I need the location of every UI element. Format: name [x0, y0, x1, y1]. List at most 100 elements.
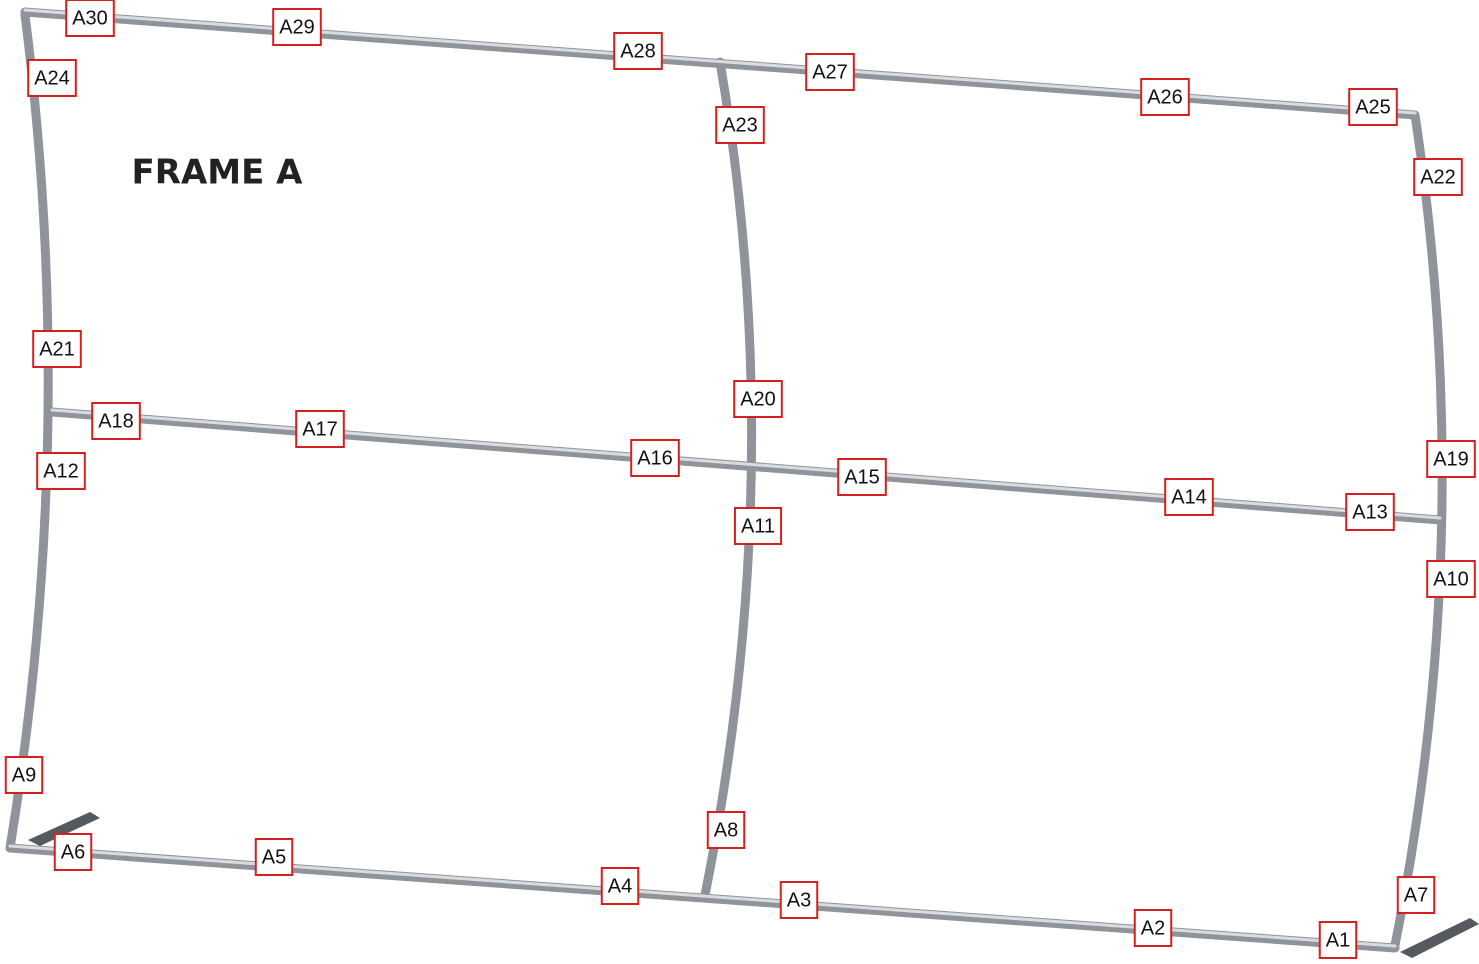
part-label: A20: [733, 380, 783, 418]
part-label: A9: [4, 756, 44, 794]
part-label: A1: [1318, 921, 1358, 959]
label-box: [1140, 78, 1190, 116]
label-text: A22: [1420, 166, 1456, 188]
label-text: A3: [787, 889, 811, 911]
label-box: [1426, 440, 1476, 478]
part-label: A19: [1426, 440, 1476, 478]
label-box: [27, 59, 77, 97]
label-text: A12: [43, 460, 79, 482]
highlight: [50, 408, 1442, 520]
part-label: A21: [32, 330, 82, 368]
part-label: A22: [1413, 158, 1463, 196]
part-label: A4: [600, 867, 640, 905]
part-label: A17: [295, 410, 345, 448]
middle-rail: [47, 407, 1445, 525]
part-label: A14: [1164, 478, 1214, 516]
label-text: A20: [740, 388, 776, 410]
label-text: A25: [1355, 96, 1391, 118]
part-label: A15: [837, 458, 887, 496]
label-box: [779, 881, 819, 919]
label-text: A6: [61, 841, 85, 863]
label-text: A16: [637, 447, 673, 469]
label-box: [295, 410, 345, 448]
part-label: A29: [272, 8, 322, 46]
label-box: [805, 53, 855, 91]
label-text: A29: [279, 16, 315, 38]
label-box: [53, 833, 93, 871]
label-text: A26: [1147, 86, 1183, 108]
part-labels: A1 A2 A3 A4 A5 A6 A7 A8 A9 A10 A11 A12 A13 A14 A15 A16 A…: [4, 0, 1476, 959]
label-text: A2: [1141, 917, 1165, 939]
part-label: A18: [91, 402, 141, 440]
foot-right: [1400, 918, 1479, 958]
label-text: A15: [844, 466, 880, 488]
label-box: [613, 32, 663, 70]
label-text: A27: [812, 61, 848, 83]
label-text: A10: [1433, 568, 1469, 590]
label-text: A28: [620, 40, 656, 62]
label-box: [715, 106, 765, 144]
label-box: [733, 380, 783, 418]
label-box: [32, 330, 82, 368]
part-label: A6: [53, 833, 93, 871]
part-label: A27: [805, 53, 855, 91]
part-label: A13: [1345, 493, 1395, 531]
bottom-tube: [5, 843, 1400, 953]
foot-left: [28, 812, 100, 846]
label-box: [706, 811, 746, 849]
label-box: [272, 8, 322, 46]
label-box: [837, 458, 887, 496]
label-box: [1133, 909, 1173, 947]
label-box: [254, 838, 294, 876]
label-text: A17: [302, 418, 338, 440]
part-label: A11: [733, 507, 783, 545]
label-box: [1413, 158, 1463, 196]
part-label: A23: [715, 106, 765, 144]
label-box: [733, 507, 783, 545]
part-label: A12: [36, 452, 86, 490]
part-label: A3: [779, 881, 819, 919]
part-label: A8: [706, 811, 746, 849]
label-text: A13: [1352, 501, 1388, 523]
part-label: A16: [630, 439, 680, 477]
part-label: A10: [1426, 560, 1476, 598]
right-tube: [1390, 110, 1447, 950]
label-box: [91, 402, 141, 440]
label-text: A1: [1326, 929, 1350, 951]
label-box: [65, 0, 115, 37]
part-label: A26: [1140, 78, 1190, 116]
label-text: A8: [714, 819, 738, 841]
label-text: A5: [262, 846, 286, 868]
label-box: [1348, 88, 1398, 126]
label-text: A4: [608, 875, 632, 897]
label-text: A18: [98, 410, 134, 432]
part-label: A30: [65, 0, 115, 37]
middle-tube: [700, 57, 757, 900]
label-box: [1318, 921, 1358, 959]
label-box: [36, 452, 86, 490]
label-text: A7: [1404, 884, 1428, 906]
part-label: A7: [1396, 876, 1436, 914]
label-box: [1426, 560, 1476, 598]
label-box: [1164, 478, 1214, 516]
label-box: [1345, 493, 1395, 531]
left-tube: [5, 10, 53, 853]
part-label: A5: [254, 838, 294, 876]
label-text: A14: [1171, 486, 1207, 508]
label-text: A30: [72, 7, 108, 29]
label-text: A19: [1433, 448, 1469, 470]
frame-title: FRAME A: [132, 153, 304, 193]
label-text: A23: [722, 114, 758, 136]
label-box: [1396, 876, 1436, 914]
label-text: A9: [12, 764, 36, 786]
label-box: [600, 867, 640, 905]
part-label: A25: [1348, 88, 1398, 126]
label-box: [4, 756, 44, 794]
part-label: A28: [613, 32, 663, 70]
label-text: A21: [39, 338, 75, 360]
highlight: [8, 844, 1397, 948]
part-label: A24: [27, 59, 77, 97]
highlight: [23, 8, 1417, 115]
part-label: A2: [1133, 909, 1173, 947]
